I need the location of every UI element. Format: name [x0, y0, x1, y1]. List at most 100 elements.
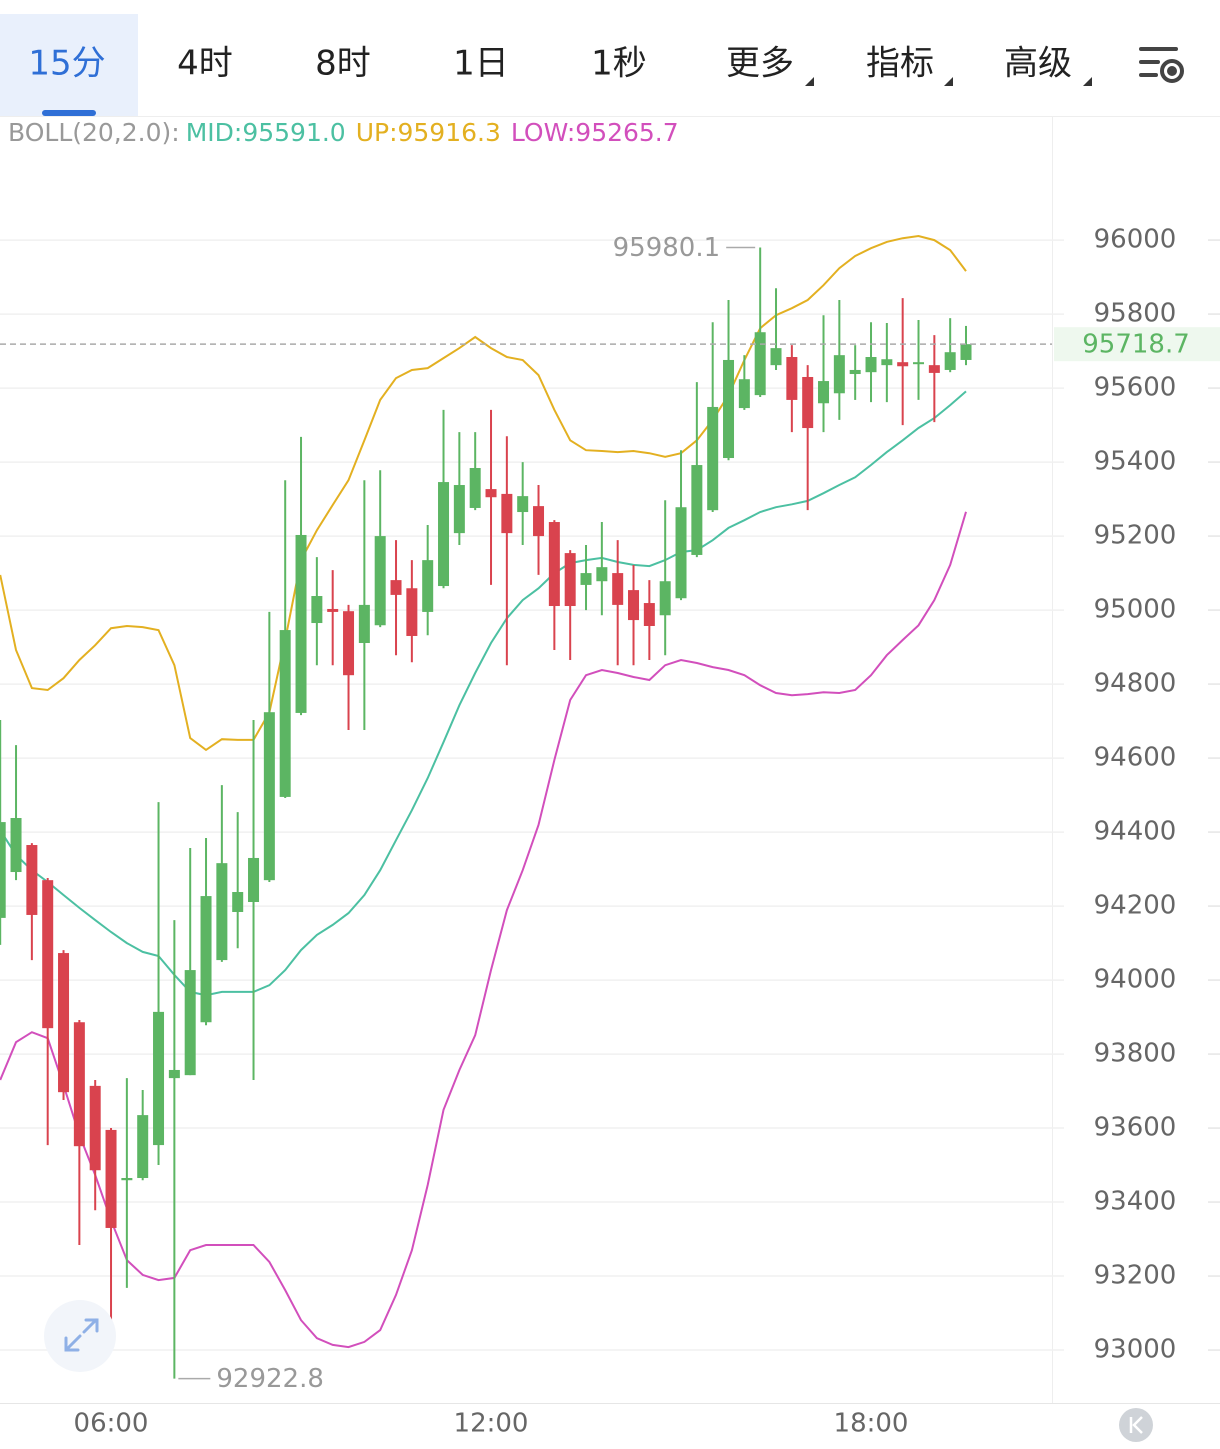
- candle-body: [216, 863, 228, 961]
- candle-body: [723, 359, 735, 459]
- last-price-box: [1054, 327, 1220, 362]
- candle-body: [818, 381, 830, 404]
- dropdown-caret: [805, 77, 814, 86]
- candle-body: [675, 507, 687, 599]
- candle-body: [311, 596, 323, 624]
- candle-body: [73, 1022, 85, 1147]
- candle-body: [849, 369, 861, 375]
- legend-entry: LOW:95265.7: [511, 118, 679, 147]
- candle-body: [263, 712, 275, 881]
- candle-body: [168, 1069, 180, 1079]
- tab[interactable]: 15分: [28, 44, 105, 84]
- candle-body: [628, 590, 640, 621]
- candle-body: [881, 359, 893, 366]
- candle-body: [422, 560, 434, 612]
- grid: 93000 93200 93400 93600 93800 94000 94200 94400…: [0, 225, 1220, 1439]
- tab[interactable]: 指标: [866, 44, 934, 84]
- legend-entry: MID:95591.0: [186, 118, 346, 147]
- candle-body: [26, 845, 38, 915]
- candle-body: [121, 1178, 133, 1181]
- candle-body: [533, 506, 545, 537]
- candle-body: [438, 482, 450, 587]
- candle-body: [105, 1129, 117, 1228]
- candle-body: [754, 332, 766, 396]
- candle-body: [390, 580, 402, 595]
- candles: [0, 247, 972, 1379]
- candle-body: [248, 857, 260, 902]
- tab[interactable]: 高级: [1004, 44, 1072, 84]
- y-tick-label: 93800: [1094, 1039, 1177, 1069]
- x-tick-label: 18:00: [834, 1409, 909, 1439]
- settings-icon[interactable]: [1139, 47, 1184, 83]
- expand-button[interactable]: [44, 1300, 116, 1372]
- candle-body: [643, 603, 655, 626]
- boll-line: [0, 234, 967, 752]
- candle-body: [786, 357, 798, 400]
- y-tick-label: 95800: [1094, 299, 1177, 329]
- y-tick-label: 95400: [1094, 447, 1177, 477]
- candle-body: [327, 608, 339, 612]
- candle-body: [184, 970, 196, 1076]
- y-tick-label: 94400: [1094, 817, 1177, 847]
- scroll-latest-button[interactable]: [1119, 1408, 1153, 1442]
- candle-body: [10, 818, 22, 873]
- tab[interactable]: 更多: [726, 44, 794, 84]
- candle-body: [691, 465, 703, 555]
- candle-body: [279, 630, 291, 797]
- candle-body: [770, 348, 782, 366]
- tab[interactable]: 4时: [177, 44, 233, 84]
- candle-body: [707, 406, 719, 511]
- candle-body: [944, 352, 956, 370]
- candle-body: [137, 1115, 149, 1179]
- y-tick-label: 94000: [1094, 965, 1177, 995]
- candle-body: [453, 485, 465, 534]
- y-tick-label: 95600: [1094, 373, 1177, 403]
- candle-body: [659, 581, 671, 616]
- candle-body: [960, 344, 972, 360]
- y-tick-label: 94800: [1094, 669, 1177, 699]
- active-tab-underline: [42, 110, 96, 116]
- candle-body: [738, 379, 750, 409]
- tab[interactable]: 8时: [315, 44, 371, 84]
- candle-body: [343, 611, 355, 676]
- candle-body: [833, 355, 845, 394]
- candle-body: [548, 522, 560, 607]
- candle-body: [358, 604, 370, 644]
- boll-line: [0, 390, 967, 997]
- legend-entry: UP:95916.3: [356, 118, 501, 147]
- tab-bar: 15分 4时 8时 1日 1秒 更多 指标 高级: [28, 44, 1072, 84]
- candle-body: [232, 892, 244, 912]
- y-tick-label: 93600: [1094, 1113, 1177, 1143]
- legend-indicator: BOLL(20,2.0):: [8, 118, 180, 147]
- boll-line: [0, 511, 967, 1349]
- dropdown-caret: [1083, 77, 1092, 86]
- candle-body: [928, 365, 940, 373]
- candle-body: [802, 376, 814, 429]
- tab[interactable]: 1日: [453, 44, 509, 84]
- candle-body: [501, 493, 513, 534]
- tab[interactable]: 1秒: [591, 44, 647, 84]
- boll-lines: [0, 234, 967, 1349]
- y-tick-label: 93200: [1094, 1261, 1177, 1291]
- dropdown-caret: [944, 77, 953, 86]
- candle-body: [295, 534, 307, 713]
- y-tick-label: 96000: [1094, 225, 1177, 255]
- candle-body: [406, 588, 418, 636]
- candle-body: [485, 489, 497, 498]
- y-tick-label: 94200: [1094, 891, 1177, 921]
- last-price-label: 95718.7: [1082, 330, 1190, 360]
- y-tick-label: 95000: [1094, 595, 1177, 625]
- x-tick-label: 12:00: [454, 1409, 529, 1439]
- candle-body: [596, 567, 608, 582]
- candle-body: [564, 553, 576, 607]
- x-tick-label: 06:00: [74, 1409, 149, 1439]
- y-tick-label: 94600: [1094, 743, 1177, 773]
- candle-body: [89, 1085, 101, 1171]
- candle-body: [517, 496, 529, 513]
- candle-body: [0, 822, 6, 918]
- candle-body: [897, 362, 909, 367]
- active-tab-bg: [0, 14, 138, 116]
- candle-body: [612, 573, 624, 605]
